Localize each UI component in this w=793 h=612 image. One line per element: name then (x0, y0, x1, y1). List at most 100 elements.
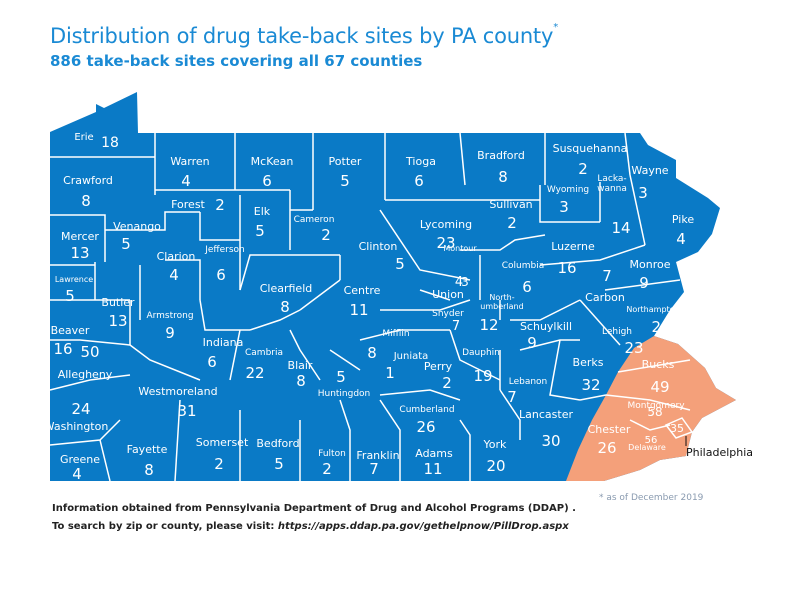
county-count-luzerne: 16 (557, 259, 576, 277)
county-name-cumberland: Cumberland (399, 405, 454, 415)
county-name-crawford: Crawford (63, 174, 113, 187)
county-name-carbon: Carbon (585, 291, 625, 304)
county-count-mifflin: 8 (367, 344, 377, 362)
county-name-lebanon: Lebanon (509, 377, 548, 387)
county-name-berks: Berks (573, 356, 604, 369)
search-note-prefix: To search by zip or county, please visit… (52, 521, 278, 532)
county-name-tioga: Tioga (405, 155, 436, 168)
county-name-bucks: Bucks (642, 358, 675, 371)
county-count-indiana: 6 (207, 353, 217, 371)
county-name-luzerne: Luzerne (551, 240, 595, 253)
county-count-franklin: 7 (369, 460, 379, 478)
county-borders (49, 132, 691, 482)
county-count-north-umberland: 12 (479, 316, 498, 334)
county-count-lycoming: 23 (436, 234, 455, 252)
county-count-blair: 8 (296, 372, 306, 390)
page-subtitle: 886 take-back sites covering all 67 coun… (50, 52, 423, 70)
county-name-chester: Chester (588, 423, 631, 436)
county-count-fulton: 2 (322, 460, 332, 478)
county-count-cambria: 22 (245, 364, 264, 382)
county-name-somerset: Somerset (196, 436, 249, 449)
county-name-montour: Montour (443, 244, 477, 253)
title-asterisk: * (553, 22, 559, 33)
county-count-monroe: 9 (639, 274, 649, 292)
county-count-montgomery: 58 (647, 405, 662, 419)
county-name-snyder: Snyder (432, 309, 464, 319)
county-count-carbon: 7 (602, 267, 612, 285)
county-count-snyder: 7 (452, 319, 460, 334)
county-name-bradford: Bradford (477, 149, 525, 162)
county-labels: Erie 18Warren4McKean6Potter5Tioga6Bradfor… (44, 132, 695, 483)
county-name-juniata: Juniata (393, 351, 429, 362)
county-name-washington: Washington (44, 420, 109, 433)
county-count-columbia: 6 (522, 278, 532, 296)
county-name-lawrence: Lawrence (55, 275, 93, 284)
county-count-philadelphia: 35 (670, 422, 684, 435)
county-count-greene: 4 (72, 465, 82, 483)
county-name-pike: Pike (672, 213, 694, 226)
county-count-lehigh: 23 (624, 339, 643, 357)
county-count-union: 4 (455, 275, 463, 290)
county-name-sullivan: Sullivan (489, 198, 532, 211)
county-count-huntingdon: 5 (336, 368, 346, 386)
title-text: Distribution of drug take-back sites by … (50, 24, 554, 48)
county-count-forest: 2 (215, 196, 225, 214)
county-count-lawrence: 5 (65, 287, 75, 305)
county-name-adams: Adams (415, 447, 453, 460)
county-count-jefferson: 6 (216, 266, 226, 284)
county-count-venango: 5 (121, 235, 131, 253)
county-count-chester: 26 (597, 439, 616, 457)
county-name-mckean: McKean (251, 155, 294, 168)
county-count-berks: 32 (581, 376, 600, 394)
page-title: Distribution of drug take-back sites by … (50, 22, 559, 48)
county-count-allegheny: 50 (80, 343, 99, 361)
county-count-perry: 2 (442, 374, 452, 392)
county-name-york: York (483, 438, 508, 451)
county-name-perry: Perry (424, 360, 453, 373)
county-count-mckean: 6 (262, 172, 272, 190)
county-count-wayne: 3 (638, 184, 648, 202)
county-name-blair: Blair (288, 359, 313, 372)
as-of-note: * as of December 2019 (599, 493, 704, 503)
county-name-lancaster: Lancaster (519, 408, 573, 421)
county-name-fulton: Fulton (318, 449, 346, 459)
county-name-wyoming: Wyoming (547, 185, 589, 195)
philly-outline (664, 417, 694, 439)
county-name-lehigh: Lehigh (602, 327, 632, 337)
county-name-schuylkill: Schuylkill (520, 320, 572, 333)
county-count-clinton: 5 (395, 255, 405, 273)
county-count-tioga: 6 (414, 172, 424, 190)
county-name-bedford: Bedford (256, 437, 299, 450)
county-count-adams: 11 (423, 460, 442, 478)
county-name-venango: Venango (113, 220, 161, 233)
county-name-columbia: Columbia (502, 261, 545, 271)
county-name-dauphin: Dauphin (462, 348, 500, 358)
county-count-potter: 5 (340, 172, 350, 190)
search-note: To search by zip or county, please visit… (52, 521, 569, 532)
county-count-schuylkill: 9 (527, 334, 537, 352)
county-name-beaver: Beaver (51, 324, 90, 337)
county-count-wyoming: 3 (559, 198, 569, 216)
county-name-potter: Potter (329, 155, 362, 168)
county-count-lebanon: 7 (507, 388, 517, 406)
county-name-westmoreland: Westmoreland (138, 385, 217, 398)
county-count-clearfield: 8 (280, 298, 290, 316)
county-count-cameron: 2 (321, 226, 331, 244)
county-name-centre: Centre (344, 284, 381, 297)
county-count-westmoreland: 31 (177, 402, 196, 420)
county-name-susquehanna: Susquehanna (553, 142, 628, 155)
county-name-mifflin: Mifflin (382, 329, 409, 339)
county-count-mercer: 13 (70, 244, 89, 262)
county-name-warren: Warren (170, 155, 209, 168)
county-name-jefferson: Jefferson (204, 245, 245, 255)
county-name-lacka-wanna: Lacka-wanna (597, 174, 627, 194)
search-url-link[interactable]: https://apps.ddap.pa.gov/gethelpnow/Pill… (277, 521, 569, 532)
county-count-northampton: 26 (651, 318, 670, 336)
county-count-somerset: 2 (214, 455, 224, 473)
source-note: Information obtained from Pennsylvania D… (52, 503, 576, 514)
county-count-erie: 18 (101, 135, 119, 151)
county-name-clearfield: Clearfield (260, 282, 313, 295)
county-count-warren: 4 (181, 172, 191, 190)
county-count-fayette: 8 (144, 461, 154, 479)
county-count-elk: 5 (255, 222, 265, 240)
